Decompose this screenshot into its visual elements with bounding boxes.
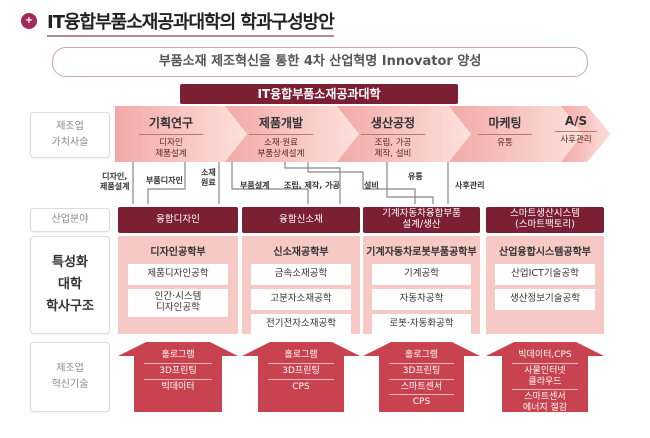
major-box: 기계공학	[372, 264, 471, 285]
connector-label: 부품디자인	[146, 176, 183, 185]
school-name: 신소재공학부	[273, 247, 329, 258]
row-label-structure: 특성화 대학 학사구조	[30, 236, 110, 334]
school-column: 산업융합시스템공학부 산업ICT기술공학 생산정보기술공학	[486, 236, 604, 334]
row-label-innovation: 제조업 혁신기술	[30, 342, 110, 412]
major-box: 로봇·자동화공학	[372, 314, 471, 335]
value-chain-as: A/S 사후관리	[520, 106, 632, 162]
tech-item: 사물인터넷 클라우드	[511, 364, 579, 391]
row-label-value-chain: 제조업 가치사슬	[30, 112, 110, 158]
page-title: IT융합부품소재공과대학의 학과구성방안	[47, 8, 335, 37]
major-box: 금속소재공학	[251, 264, 351, 285]
school-name: 산업융합시스템공학부	[499, 247, 591, 258]
connector-label: 설비	[364, 181, 379, 190]
tech-item: 빅데이터	[161, 381, 195, 392]
connector-label: 유통	[408, 172, 423, 181]
major-box: 자동차공학	[372, 289, 471, 310]
school-column: 디자인공학부 제품디자인공학 인간·시스템 디자인공학	[118, 236, 238, 334]
major-box: 인간·시스템 디자인공학	[127, 289, 229, 317]
value-chain-marketing: 마케팅 유통	[449, 106, 561, 162]
tech-item: 3D프린팅	[267, 364, 335, 380]
tech-item: 3D프린팅	[388, 364, 455, 380]
up-arrow-shape	[242, 342, 360, 412]
connector-label: 사후관리	[455, 181, 485, 190]
connector-label: 디자인, 제품설계	[100, 172, 130, 192]
plus-circle-icon: +	[21, 13, 37, 29]
industry-box: 스마트생산시스템 (스마트팩토리)	[486, 207, 604, 233]
tech-item: 홀로그램	[144, 348, 212, 364]
tech-item: CPS	[292, 381, 310, 392]
tech-arrow: 빅데이터,CPS 사물인터넷 클라우드 스마트센서 에너지 절감	[486, 342, 604, 413]
tech-arrow: 홀로그램 3D프린팅 스마트센서 CPS	[363, 342, 480, 412]
tech-arrow: 홀로그램 3D프린팅 빅데이터	[118, 342, 238, 412]
connector-lines	[132, 162, 449, 204]
industry-box: 기계자동차융합부품 설계/생산	[363, 207, 480, 233]
tech-arrow: 홀로그램 3D프린팅 CPS	[242, 342, 360, 412]
value-chain-production: 생산공정 조립, 가공 제작, 설비	[337, 106, 449, 162]
school-name: 기계자동차로봇부품공학부	[366, 247, 477, 258]
value-chain-planning: 기획연구 디자인 제품설계	[115, 106, 227, 162]
industry-box: 융합신소재	[242, 207, 360, 233]
tech-item: 빅데이터,CPS	[511, 348, 579, 364]
tech-item: 스마트센서 에너지 절감	[522, 392, 568, 414]
college-box: IT융합부품소재공과대학	[180, 84, 458, 104]
connector-label: 조립, 제작, 가공	[284, 181, 340, 190]
major-box: 생산정보기술공학	[495, 289, 595, 310]
major-box: 고분자소재공학	[251, 289, 351, 310]
school-column: 신소재공학부 금속소재공학 고분자소재공학 전기전자소재공학	[242, 236, 360, 335]
tech-item: 3D프린팅	[144, 364, 212, 380]
tech-item: CPS	[412, 397, 431, 408]
row-label-industry: 산업분야	[30, 208, 110, 232]
up-arrow-shape	[486, 342, 604, 412]
major-box: 산업ICT기술공학	[495, 264, 595, 285]
value-chain-development: 제품개발 소재·원료 부품상세설계	[225, 106, 337, 162]
goal-banner: 부품소재 제조혁신을 통한 4차 산업혁명 Innovator 양성	[52, 47, 588, 77]
chevron-5	[561, 106, 611, 162]
school-column: 기계자동차로봇부품공학부 기계공학 자동차공학 로봇·자동화공학	[363, 236, 480, 335]
tech-item: 홀로그램	[388, 348, 455, 364]
school-name: 디자인공학부	[150, 247, 206, 258]
major-box: 전기전자소재공학	[251, 314, 351, 335]
major-box: 제품디자인공학	[127, 264, 229, 285]
tech-item: 스마트센서	[388, 380, 455, 396]
up-arrow-shape	[118, 342, 238, 412]
connector-label: 소재 원료	[201, 168, 216, 188]
industry-box: 융합디자인	[118, 207, 238, 233]
tech-item: 홀로그램	[267, 348, 335, 364]
connector-label: 부품설계	[240, 181, 270, 190]
